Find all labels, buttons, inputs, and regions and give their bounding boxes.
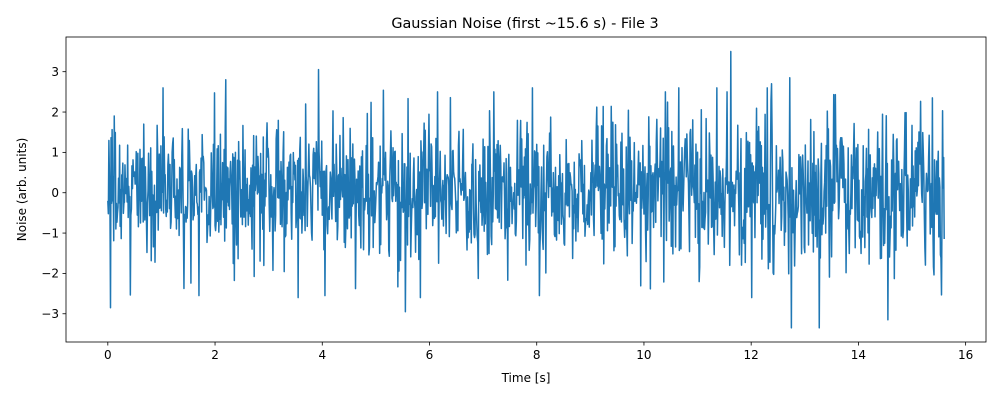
noise-series-line: [107, 50, 945, 329]
x-tick-label: 8: [533, 348, 541, 362]
y-tick-label: 0: [51, 186, 59, 200]
chart-title: Gaussian Noise (first ~15.6 s) - File 3: [391, 16, 658, 32]
x-tick-label: 16: [958, 348, 973, 362]
y-tick-label: −1: [41, 226, 59, 240]
x-tick-label: 6: [426, 348, 434, 362]
plot-frame: [65, 36, 987, 343]
x-axis-label: Time [s]: [501, 371, 551, 385]
x-tick-label: 0: [104, 348, 112, 362]
y-tick-label: −3: [41, 307, 59, 321]
y-axis-label: Noise (arb. units): [15, 138, 29, 242]
x-tick-label: 12: [744, 348, 759, 362]
y-tick-label: 2: [51, 105, 59, 119]
x-tick-label: 4: [318, 348, 326, 362]
x-tick-label: 14: [851, 348, 866, 362]
y-tick-label: −2: [41, 267, 59, 281]
x-tick-label: 2: [211, 348, 219, 362]
x-tick-label: 10: [636, 348, 651, 362]
y-tick-label: 1: [51, 146, 59, 160]
y-tick-label: 3: [51, 65, 59, 79]
